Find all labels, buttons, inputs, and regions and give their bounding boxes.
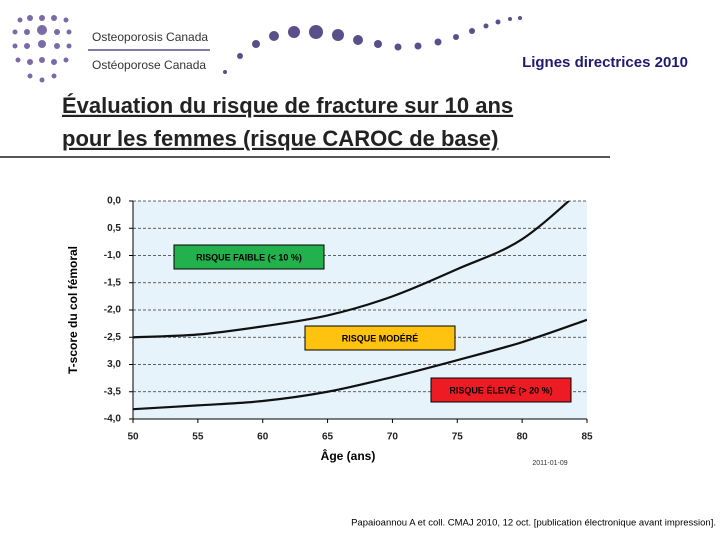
- x-tick-label: 65: [322, 432, 334, 443]
- x-tick-label: 80: [517, 432, 529, 443]
- region-box: [304, 325, 456, 351]
- y-tick-label: -2,5: [104, 332, 122, 343]
- title-line-1: Évaluation du risque de fracture sur 10 …: [62, 93, 513, 118]
- region-box: [173, 244, 325, 270]
- curve: [133, 318, 587, 411]
- x-tick-label: 85: [581, 432, 593, 443]
- y-axis-label: T-score du col fémoral: [66, 246, 80, 374]
- y-tick-label: -3,5: [104, 386, 122, 397]
- org-fr: Ostéoporose Canada: [92, 58, 206, 72]
- y-tick-label: -2,0: [104, 305, 122, 316]
- region-box: [430, 377, 572, 403]
- x-tick-label: 60: [257, 432, 269, 443]
- y-tick-label: -1,5: [104, 277, 122, 288]
- x-tick-label: 50: [127, 432, 139, 443]
- x-tick-label: 75: [452, 432, 464, 443]
- x-tick-label: 55: [192, 432, 204, 443]
- region-label: RISQUE ÉLEVÉ (> 20 %): [449, 385, 552, 395]
- y-tick-label: -4,0: [104, 414, 122, 425]
- y-tick-label: 0,0: [107, 196, 121, 207]
- x-axis-label: Âge (ans): [321, 448, 376, 463]
- org-en: Osteoporosis Canada: [92, 30, 208, 44]
- curve: [133, 201, 571, 339]
- title-line-2: pour les femmes (risque CAROC de base): [62, 126, 498, 151]
- date-note: 2011-01-09: [532, 460, 567, 467]
- y-tick-label: 3,0: [107, 359, 121, 370]
- y-tick-label: 0,5: [107, 223, 121, 234]
- tagline: Lignes directrices 2010: [522, 54, 688, 71]
- citation: Papaioannou A et coll. CMAJ 2010, 12 oct…: [351, 518, 716, 529]
- decorative-dots: [223, 16, 522, 74]
- region-label: RISQUE MODÉRÉ: [342, 333, 419, 343]
- logo: [12, 15, 72, 83]
- y-tick-label: -1,0: [104, 250, 122, 261]
- region-label: RISQUE FAIBLE (< 10 %): [196, 252, 302, 262]
- x-tick-label: 70: [387, 432, 399, 443]
